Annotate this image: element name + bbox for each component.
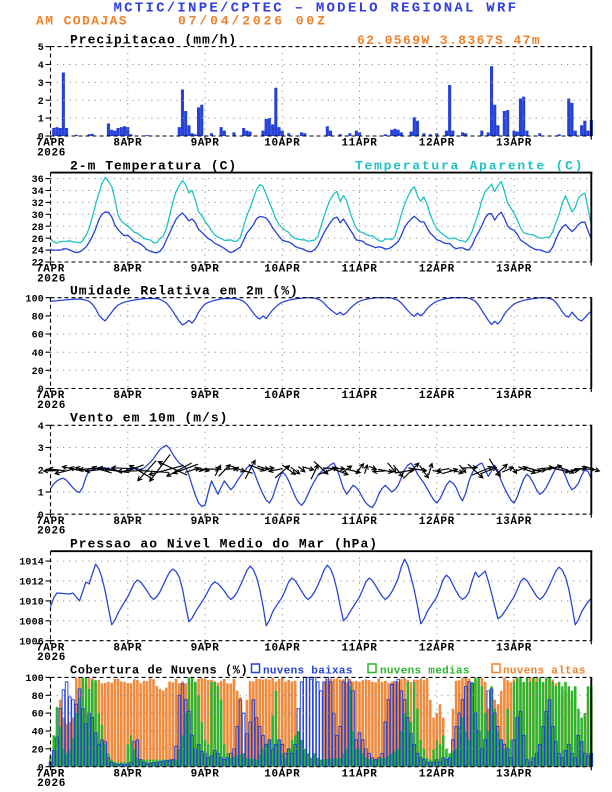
svg-text:Pressao ao Nivel Medio do Mar: Pressao ao Nivel Medio do Mar (hPa) [70,537,378,552]
svg-text:13APR: 13APR [496,138,532,150]
svg-text:MCTIC/INPE/CPTEC – MODELO REGI: MCTIC/INPE/CPTEC – MODELO REGIONAL WRF [114,1,519,17]
svg-text:7APR: 7APR [36,642,65,654]
svg-text:Temperatura Aparente (C): Temperatura Aparente (C) [355,159,584,174]
svg-text:9APR: 9APR [191,642,220,654]
svg-text:32: 32 [32,199,44,210]
svg-text:8APR: 8APR [113,264,142,276]
svg-text:Vento em 10m (m/s): Vento em 10m (m/s) [70,411,228,426]
svg-text:3: 3 [38,444,44,455]
svg-text:20: 20 [32,367,44,378]
svg-text:30: 30 [32,211,44,222]
svg-text:10APR: 10APR [264,264,300,276]
svg-text:1006: 1006 [19,637,44,648]
svg-text:13APR: 13APR [496,264,532,276]
svg-text:1014: 1014 [19,558,44,569]
svg-text:7APR: 7APR [36,516,65,528]
svg-text:2: 2 [38,466,44,477]
svg-text:8APR: 8APR [113,516,142,528]
svg-text:62.0569W 3.8367S 47m: 62.0569W 3.8367S 47m [357,33,541,48]
svg-text:80: 80 [32,692,44,703]
svg-text:9APR: 9APR [191,768,220,780]
svg-text:22: 22 [32,259,44,270]
svg-text:9APR: 9APR [191,516,220,528]
svg-text:11APR: 11APR [341,138,377,150]
svg-text:60: 60 [32,710,44,721]
svg-text:2026: 2026 [37,148,66,160]
svg-text:10APR: 10APR [264,516,300,528]
svg-text:0: 0 [38,763,44,774]
svg-text:13APR: 13APR [496,768,532,780]
svg-text:12APR: 12APR [419,138,455,150]
svg-text:36: 36 [32,175,44,186]
svg-text:5: 5 [38,43,44,54]
svg-text:12APR: 12APR [419,516,455,528]
svg-text:9APR: 9APR [191,264,220,276]
svg-text:2026: 2026 [37,652,66,664]
svg-text:12APR: 12APR [419,768,455,780]
svg-text:28: 28 [32,223,44,234]
svg-text:10APR: 10APR [264,768,300,780]
svg-text:1: 1 [38,115,44,126]
svg-text:10APR: 10APR [264,390,300,402]
svg-text:1010: 1010 [19,598,44,609]
svg-text:60: 60 [32,331,44,342]
svg-text:9APR: 9APR [191,138,220,150]
svg-text:3: 3 [38,79,44,90]
svg-text:0: 0 [38,385,44,396]
svg-text:2: 2 [38,97,44,108]
svg-text:2026: 2026 [37,778,66,790]
svg-text:8APR: 8APR [113,390,142,402]
svg-text:07/04/2026 00Z: 07/04/2026 00Z [178,14,328,29]
svg-text:1012: 1012 [19,578,44,589]
svg-text:1: 1 [38,489,44,500]
svg-text:7APR: 7APR [36,390,65,402]
svg-text:11APR: 11APR [341,768,377,780]
svg-text:4: 4 [38,61,44,72]
svg-text:13APR: 13APR [496,390,532,402]
svg-text:20: 20 [32,745,44,756]
svg-text:10APR: 10APR [264,642,300,654]
svg-text:4: 4 [38,422,44,433]
svg-text:10APR: 10APR [264,138,300,150]
svg-text:2-m Temperatura (C): 2-m Temperatura (C) [70,159,237,174]
svg-text:7APR: 7APR [36,768,65,780]
svg-text:2026: 2026 [37,400,66,412]
svg-text:nuvens baixas: nuvens baixas [263,666,353,678]
svg-text:9APR: 9APR [191,390,220,402]
svg-text:nuvens medias: nuvens medias [380,666,470,678]
svg-text:7APR: 7APR [36,264,65,276]
svg-text:13APR: 13APR [496,642,532,654]
svg-text:AM CODAJAS: AM CODAJAS [36,14,128,29]
svg-text:Precipitacao (mm/h): Precipitacao (mm/h) [70,33,237,48]
svg-text:13APR: 13APR [496,516,532,528]
svg-text:40: 40 [32,728,44,739]
svg-text:26: 26 [32,235,44,246]
svg-text:2026: 2026 [37,526,66,538]
svg-text:12APR: 12APR [419,390,455,402]
svg-text:nuvens altas: nuvens altas [503,666,586,678]
svg-text:34: 34 [32,187,44,198]
svg-text:2026: 2026 [37,274,66,286]
svg-text:100: 100 [25,294,44,305]
svg-text:40: 40 [32,349,44,360]
svg-text:8APR: 8APR [113,138,142,150]
svg-text:0: 0 [38,511,44,522]
svg-text:11APR: 11APR [341,516,377,528]
svg-text:100: 100 [25,674,44,685]
svg-text:0: 0 [38,133,44,144]
svg-text:11APR: 11APR [341,642,377,654]
svg-text:1008: 1008 [19,617,44,628]
svg-text:8APR: 8APR [113,768,142,780]
svg-text:8APR: 8APR [113,642,142,654]
svg-text:12APR: 12APR [419,264,455,276]
svg-text:80: 80 [32,313,44,324]
svg-text:24: 24 [32,247,44,258]
svg-text:12APR: 12APR [419,642,455,654]
svg-text:Umidade Relativa em 2m (%): Umidade Relativa em 2m (%) [70,284,299,299]
svg-text:7APR: 7APR [36,138,65,150]
svg-text:11APR: 11APR [341,390,377,402]
svg-text:Cobertura de Nuvens (%): Cobertura de Nuvens (%) [70,664,248,678]
svg-text:11APR: 11APR [341,264,377,276]
